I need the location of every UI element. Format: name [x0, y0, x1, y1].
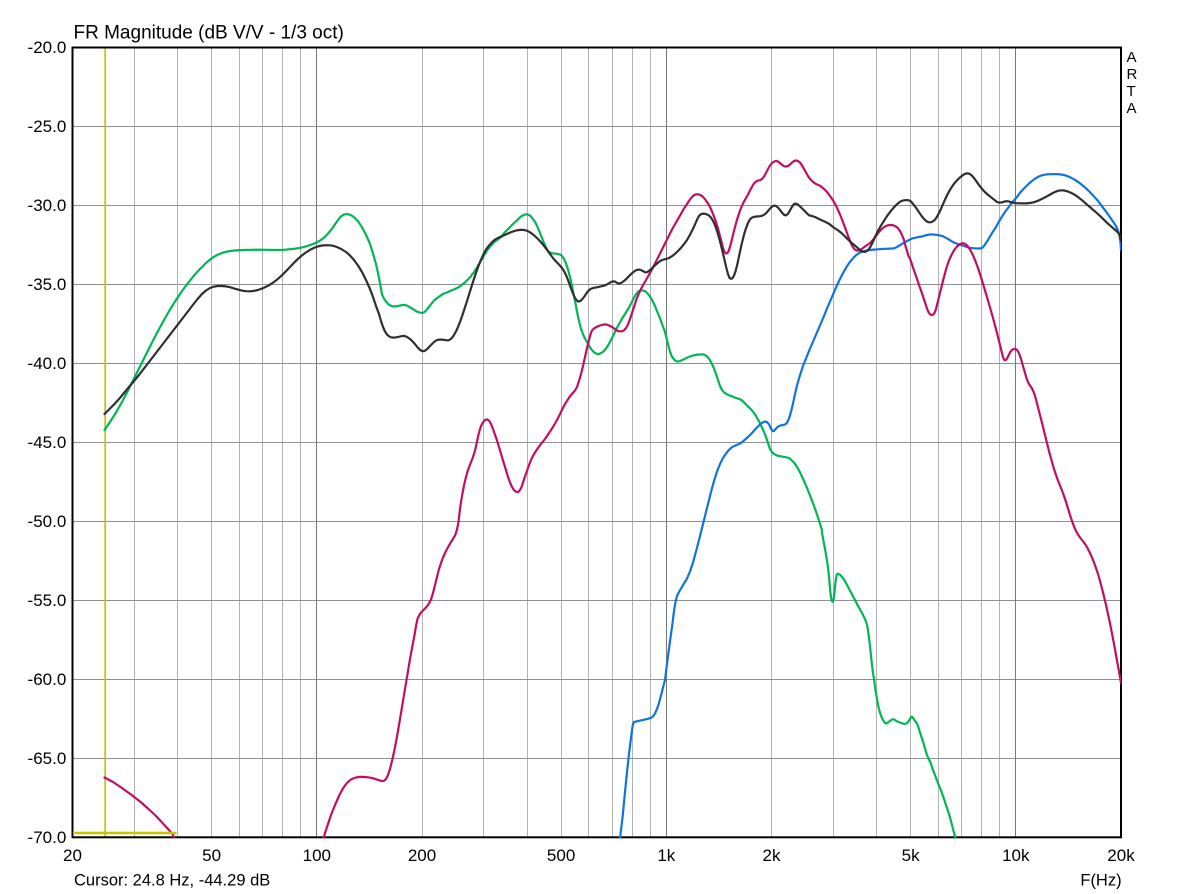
svg-text:R: R [1127, 66, 1138, 83]
svg-text:-55.0: -55.0 [28, 591, 67, 610]
svg-text:-20.0: -20.0 [28, 38, 67, 57]
svg-text:T: T [1127, 83, 1136, 100]
svg-text:-50.0: -50.0 [28, 512, 67, 531]
svg-text:A: A [1127, 100, 1137, 117]
svg-text:A: A [1127, 49, 1137, 66]
svg-text:500: 500 [547, 846, 575, 865]
svg-text:1k: 1k [657, 846, 675, 865]
svg-text:FR Magnitude (dB V/V - 1/3 oct: FR Magnitude (dB V/V - 1/3 oct) [74, 23, 344, 44]
svg-text:20: 20 [63, 846, 82, 865]
svg-text:F(Hz): F(Hz) [1080, 872, 1121, 890]
svg-text:-70.0: -70.0 [28, 828, 67, 847]
svg-text:-35.0: -35.0 [28, 275, 67, 294]
svg-text:2k: 2k [763, 846, 781, 865]
svg-text:10k: 10k [1002, 846, 1030, 865]
svg-text:-40.0: -40.0 [28, 354, 67, 373]
svg-text:50: 50 [202, 846, 221, 865]
svg-text:5k: 5k [902, 846, 920, 865]
svg-text:-30.0: -30.0 [28, 196, 67, 215]
svg-text:Cursor: 24.8 Hz, -44.29 dB: Cursor: 24.8 Hz, -44.29 dB [74, 872, 270, 890]
svg-text:-25.0: -25.0 [28, 117, 67, 136]
svg-text:20k: 20k [1107, 846, 1135, 865]
svg-text:-45.0: -45.0 [28, 433, 67, 452]
svg-text:100: 100 [303, 846, 331, 865]
svg-text:200: 200 [408, 846, 436, 865]
svg-text:-60.0: -60.0 [28, 670, 67, 689]
svg-text:-65.0: -65.0 [28, 749, 67, 768]
